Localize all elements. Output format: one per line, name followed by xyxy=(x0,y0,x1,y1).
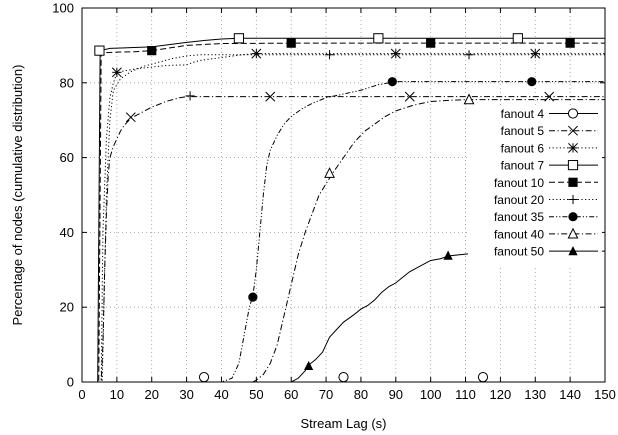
x-tick-label: 80 xyxy=(354,387,368,402)
data-point-fanout-35 xyxy=(387,77,397,87)
data-point-fanout-4 xyxy=(477,372,489,383)
series-line-fanout-10 xyxy=(82,42,605,383)
legend-marker-fanout-20 xyxy=(568,194,578,205)
data-point-fanout-4 xyxy=(338,372,349,383)
data-point-fanout-5 xyxy=(265,91,276,102)
x-tick-label: 150 xyxy=(594,387,616,402)
y-tick-label: 0 xyxy=(67,375,74,390)
x-tick-label: 70 xyxy=(319,387,333,402)
legend: fanout 4 fanout 5 fanout 6 fanout 7 fanout 1… xyxy=(468,105,602,265)
plot-frame xyxy=(81,7,606,383)
x-tick-label: 10 xyxy=(110,387,124,402)
data-point-fanout-10 xyxy=(426,38,436,48)
series-line-fanout-50 xyxy=(82,250,605,383)
data-point-fanout-7 xyxy=(512,33,523,44)
x-tick-label: 50 xyxy=(249,387,263,402)
legend-background xyxy=(468,105,602,265)
data-point-fanout-7 xyxy=(233,33,245,44)
x-tick-label: 20 xyxy=(144,387,158,402)
axis-ticks: 0 10 20 30 40 50 60 70 80 90 100 110 120 130 140 150 0 20… xyxy=(52,1,616,403)
x-tick-label: 90 xyxy=(389,387,403,402)
data-point-fanout-20 xyxy=(185,91,195,101)
x-axis-title: Stream Lag (s) xyxy=(301,416,387,431)
series-markers xyxy=(94,33,593,383)
y-tick-label: 100 xyxy=(52,1,74,16)
data-point-fanout-50 xyxy=(443,250,453,260)
data-point-fanout-5 xyxy=(404,91,415,102)
data-point-fanout-20 xyxy=(464,50,474,60)
legend-label-fanout-4: fanout 4 xyxy=(501,107,545,121)
series-line-fanout-20 xyxy=(82,54,605,383)
legend-label-fanout-5: fanout 5 xyxy=(501,124,545,138)
x-tick-label: 110 xyxy=(455,387,476,402)
data-point-fanout-6 xyxy=(530,48,541,59)
series-line-fanout-6 xyxy=(82,53,605,383)
legend-marker-fanout-10 xyxy=(568,177,578,187)
x-tick-label: 30 xyxy=(179,387,193,402)
x-tick-label: 140 xyxy=(559,387,581,402)
legend-marker-fanout-6 xyxy=(568,142,578,153)
legend-label-fanout-7: fanout 7 xyxy=(501,159,545,173)
y-tick-label: 40 xyxy=(60,225,74,240)
y-tick-label: 20 xyxy=(60,300,74,315)
data-point-fanout-4 xyxy=(198,372,210,383)
data-point-fanout-6 xyxy=(111,67,122,78)
x-tick-label: 40 xyxy=(214,387,228,402)
legend-label-fanout-40: fanout 40 xyxy=(494,227,544,241)
legend-marker-fanout-4 xyxy=(567,108,579,119)
data-point-fanout-10 xyxy=(147,46,157,56)
x-tick-label: 120 xyxy=(490,387,512,402)
x-tick-label: 60 xyxy=(284,387,298,402)
data-point-fanout-50 xyxy=(304,360,314,371)
data-point-fanout-5 xyxy=(125,112,136,123)
x-tick-label: 130 xyxy=(524,387,546,402)
legend-label-fanout-20: fanout 20 xyxy=(494,193,544,207)
data-point-fanout-20 xyxy=(324,50,335,60)
data-point-fanout-6 xyxy=(251,48,262,59)
legend-marker-fanout-5 xyxy=(568,125,578,136)
data-point-fanout-10 xyxy=(286,38,296,48)
data-point-fanout-7 xyxy=(94,45,105,56)
series-line-fanout-35 xyxy=(82,81,605,383)
data-point-fanout-6 xyxy=(390,48,401,59)
y-axis-title: Percentage of nodes (cumulative distribu… xyxy=(10,65,25,326)
x-tick-label: 100 xyxy=(420,387,442,402)
data-point-fanout-35 xyxy=(527,77,537,87)
legend-label-fanout-50: fanout 50 xyxy=(494,245,544,259)
data-point-fanout-5 xyxy=(544,91,555,102)
legend-label-fanout-35: fanout 35 xyxy=(494,210,544,224)
series-line-fanout-7 xyxy=(82,37,605,383)
legend-marker-fanout-40 xyxy=(567,227,579,239)
y-tick-label: 60 xyxy=(60,150,74,165)
data-point-fanout-40 xyxy=(324,167,335,178)
series-lines xyxy=(82,37,605,383)
data-point-fanout-10 xyxy=(565,38,575,48)
data-point-fanout-40 xyxy=(463,93,475,105)
legend-label-fanout-6: fanout 6 xyxy=(501,141,545,155)
legend-marker-fanout-7 xyxy=(567,160,579,171)
series-line-fanout-40 xyxy=(82,99,605,383)
y-tick-label: 80 xyxy=(60,75,74,90)
x-tick-label: 0 xyxy=(78,387,85,402)
legend-marker-fanout-50 xyxy=(568,246,578,256)
legend-label-fanout-10: fanout 10 xyxy=(494,176,544,190)
legend-marker-fanout-35 xyxy=(568,212,578,222)
series-line-fanout-5 xyxy=(82,96,605,383)
data-point-fanout-35 xyxy=(248,292,258,302)
data-point-fanout-7 xyxy=(373,33,384,44)
